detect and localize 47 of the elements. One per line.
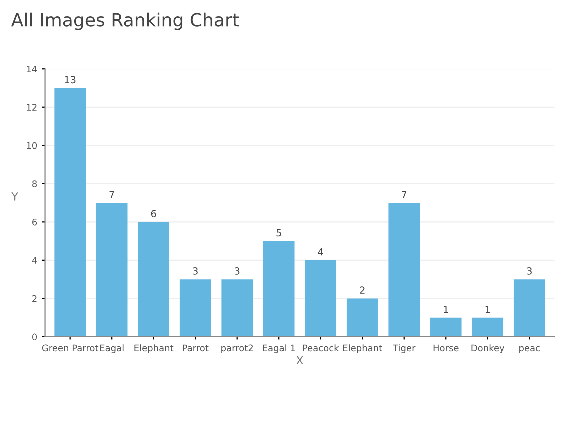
y-tick-label: 2	[32, 295, 37, 302]
data-label: 7	[110, 191, 114, 198]
data-label: 1	[444, 306, 448, 314]
x-axis-title: X	[296, 356, 304, 365]
data-label: 3	[234, 268, 240, 275]
bar	[138, 222, 170, 337]
data-label: 13	[65, 76, 76, 84]
data-label: 3	[527, 268, 532, 275]
bar	[222, 280, 254, 337]
y-tick-label: 12	[27, 104, 37, 111]
x-tick-label: Eagal 1	[263, 344, 296, 354]
bar	[96, 203, 128, 337]
data-label: 6	[151, 210, 156, 218]
y-tick-label: 6	[32, 218, 38, 226]
y-axis-title: Y	[12, 192, 18, 201]
x-tick-label: Eagal	[100, 344, 124, 354]
x-tick-label: Donkey	[472, 344, 505, 354]
x-tick-label: Tiger	[392, 344, 416, 354]
data-label: 4	[318, 248, 324, 256]
x-tick-label: Elephant	[343, 344, 382, 354]
data-label: 5	[276, 229, 282, 237]
y-tick-label: 4	[32, 257, 38, 264]
data-label: 2	[360, 286, 365, 294]
bar	[54, 88, 86, 337]
bar	[305, 260, 337, 337]
y-tick-label: 14	[27, 66, 38, 73]
x-tick-label: Peacock	[303, 344, 340, 352]
x-tick-label: Parrot	[183, 344, 209, 352]
bar	[388, 203, 420, 337]
x-tick-label: peac	[520, 346, 540, 354]
bar	[263, 241, 295, 337]
y-tick-label: 0	[32, 334, 38, 341]
bar	[430, 318, 462, 337]
data-label: 1	[486, 306, 490, 314]
x-tick-label: Horse	[434, 344, 459, 352]
x-tick-label: Elephant	[134, 344, 174, 354]
data-label: 7	[402, 191, 407, 198]
x-tick-label: Green Parrot	[42, 344, 99, 352]
data-label: 3	[193, 268, 198, 275]
x-tick-label: parrot2	[222, 344, 254, 354]
bar	[514, 280, 546, 337]
y-tick-label: 10	[27, 142, 38, 150]
bar	[472, 318, 504, 337]
chart-title: All Images Ranking Chart	[11, 12, 240, 30]
y-tick-label: 8	[32, 180, 38, 188]
bar	[346, 298, 378, 337]
bar	[180, 280, 212, 337]
